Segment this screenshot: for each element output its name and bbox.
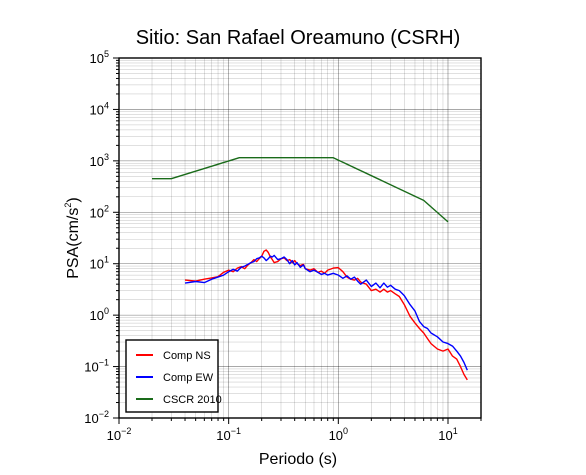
legend-label-ns: Comp NS (163, 350, 211, 362)
y-tick-labels: 10−2 10−1 100 101 102 103 104 105 (84, 49, 109, 426)
legend-label-ew: Comp EW (163, 372, 214, 384)
x-tick-label: 10−1 (216, 426, 241, 443)
x-tick-label: 10−2 (107, 426, 132, 443)
x-tick-label: 100 (329, 426, 348, 443)
y-tick-label: 102 (90, 203, 109, 220)
y-axis-title-main: PSA(cm/s (65, 208, 82, 279)
y-tick-label: 105 (90, 49, 109, 66)
series-group (152, 156, 468, 381)
x-axis-title: Periodo (s) (259, 451, 337, 468)
y-axis-title-exponent: 2 (63, 203, 73, 208)
series-cscr-2010 (152, 156, 449, 223)
chart-title: Sitio: San Rafael Oreamuno (CSRH) (136, 27, 461, 49)
series-comp-ew (184, 254, 468, 371)
tick-marks (113, 57, 482, 424)
x-tick-label: 101 (438, 426, 457, 443)
y-tick-label: 101 (90, 255, 109, 272)
y-axis-title: PSA(cm/s2) (63, 197, 82, 278)
y-axis-title-tail: ) (65, 197, 82, 202)
y-tick-label: 10−1 (84, 358, 109, 375)
legend-label-cscr: CSCR 2010 (163, 394, 222, 406)
chart-grid (118, 57, 482, 419)
y-tick-label: 104 (90, 100, 109, 117)
x-tick-labels: 10−2 10−1 100 101 (107, 426, 458, 443)
legend: Comp NS Comp EW CSCR 2010 (125, 339, 222, 413)
y-tick-label: 10−2 (84, 409, 109, 426)
plot-frame (118, 57, 482, 419)
y-tick-label: 103 (90, 152, 109, 169)
y-tick-label: 100 (90, 306, 109, 323)
